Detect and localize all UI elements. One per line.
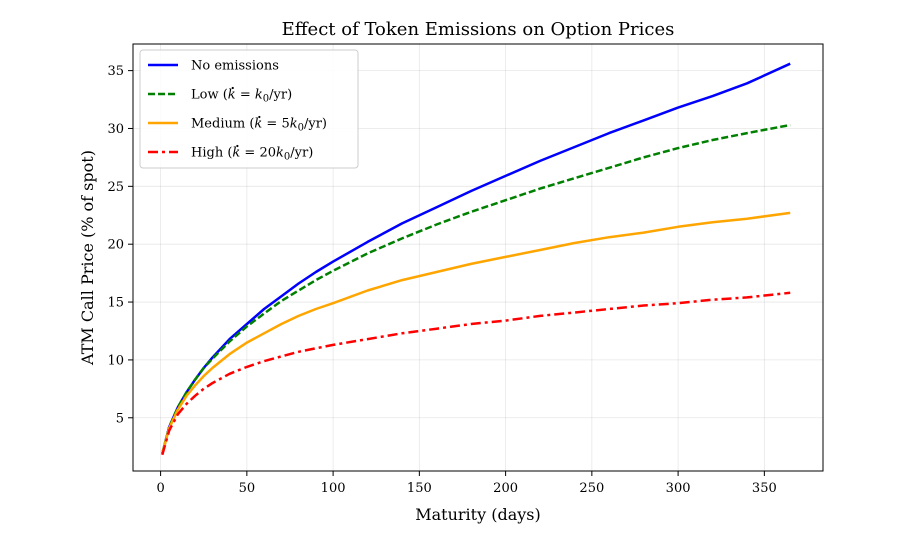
x-tick-label: 100: [321, 481, 346, 496]
chart-title: Effect of Token Emissions on Option Pric…: [282, 19, 675, 40]
y-tick-label: 10: [107, 353, 124, 368]
series-line-1: [161, 123, 791, 454]
legend-label: Low (k = k0/yr): [191, 88, 292, 105]
x-tick-label: 300: [666, 481, 691, 496]
legend: No emissions Low (k = k0/yr) Medium (k = 5…: [139, 49, 359, 169]
plot-frame: [132, 43, 824, 472]
series-lines: [161, 62, 791, 456]
legend-box: [139, 49, 359, 169]
k-dot-accent: [236, 144, 239, 148]
y-axis-label: ATM Call Price (% of spot): [78, 150, 97, 366]
legend-label: No emissions: [191, 59, 279, 74]
y-tick-label: 5: [116, 411, 124, 426]
y-tick-label: 35: [107, 64, 124, 79]
legend-label: High (k = 20k0/yr): [191, 146, 313, 163]
grid: [133, 44, 823, 471]
series-line-2: [161, 211, 791, 454]
y-tick-label: 15: [107, 296, 124, 311]
k-dot-accent: [258, 115, 261, 119]
y-axis: 5 10 15 20 25 30 35: [107, 64, 133, 426]
legend-label: Medium (k = 5k0/yr): [191, 117, 327, 134]
x-axis-label: Maturity (days): [415, 505, 541, 524]
k-dot-accent: [231, 86, 234, 90]
x-tick-label: 0: [156, 481, 164, 496]
x-tick-label: 350: [752, 481, 777, 496]
x-axis: 0 50 100 150 200 250 300 350: [156, 471, 777, 496]
x-tick-label: 150: [407, 481, 432, 496]
x-tick-label: 200: [493, 481, 518, 496]
y-tick-label: 30: [107, 122, 124, 137]
y-tick-label: 20: [107, 238, 124, 253]
y-tick-label: 25: [107, 180, 124, 195]
series-line-3: [161, 291, 791, 456]
x-tick-label: 250: [579, 481, 604, 496]
x-tick-label: 50: [239, 481, 256, 496]
